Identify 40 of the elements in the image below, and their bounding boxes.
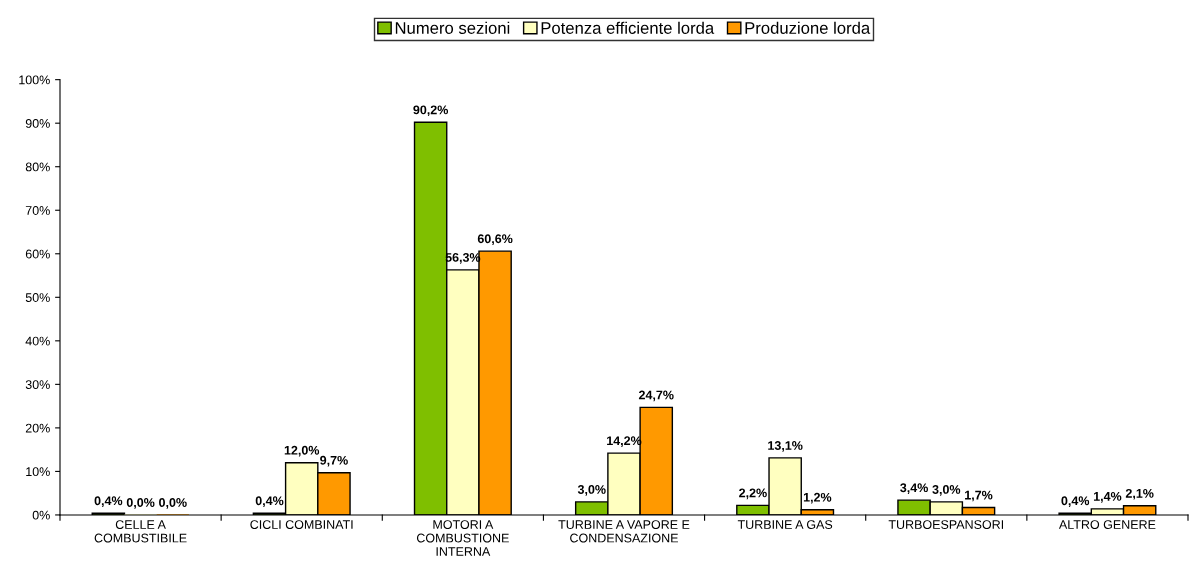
data-label: 3,4% xyxy=(900,483,928,494)
y-tick-label: 80% xyxy=(25,162,50,172)
x-tick-label: ALTRO GENERE xyxy=(1058,520,1156,529)
legend-label: Potenza efficiente lorda xyxy=(541,21,715,34)
y-tick-label: 0% xyxy=(32,510,50,520)
y-tick-label: 100% xyxy=(19,75,50,85)
data-label: 13,1% xyxy=(768,441,803,452)
data-label: 0,4% xyxy=(94,496,123,507)
y-tick-label: 90% xyxy=(25,118,50,128)
y-tick-label: 30% xyxy=(25,380,50,390)
data-label: 0,0% xyxy=(159,498,187,509)
data-label: 0,4% xyxy=(255,496,284,507)
x-tick-label: CELLE A COMBUSTIBILE xyxy=(94,520,187,543)
x-tick-label: MOTORI A COMBUSTIONE INTERNA xyxy=(416,520,509,556)
x-tick-label: TURBINE A GAS xyxy=(737,520,833,529)
data-label: 1,7% xyxy=(965,490,993,502)
x-tick-label: TURBINE A VAPORE E CONDENSAZIONE xyxy=(558,520,690,543)
data-label: 3,0% xyxy=(932,485,961,496)
y-tick-label: 10% xyxy=(26,467,50,477)
y-tick-label: 60% xyxy=(25,249,50,259)
data-label: 3,0% xyxy=(577,485,606,496)
y-tick-label: 20% xyxy=(25,423,50,433)
legend-label: Numero sezioni xyxy=(395,21,510,34)
x-tick-label: TURBOESPANSORI xyxy=(888,520,1004,529)
data-label: 0,4% xyxy=(1061,496,1090,507)
data-label: 90,2% xyxy=(413,105,449,117)
data-label: 2,1% xyxy=(1125,488,1154,500)
data-label: 2,2% xyxy=(739,488,767,500)
y-tick-label: 40% xyxy=(25,336,50,346)
data-label: 1,4% xyxy=(1093,492,1122,503)
y-tick-label: 50% xyxy=(25,293,50,302)
data-label: 60,6% xyxy=(477,234,513,245)
data-label: 0,0% xyxy=(126,498,155,509)
legend-label: Produzione lorda xyxy=(745,21,871,34)
data-label: 9,7% xyxy=(320,455,348,467)
data-label: 1,2% xyxy=(803,492,832,504)
data-label: 12,0% xyxy=(284,445,320,457)
y-tick-label: 70% xyxy=(25,206,50,215)
x-tick-label: CICLI COMBINATI xyxy=(250,520,353,529)
data-label: 24,7% xyxy=(638,390,674,402)
